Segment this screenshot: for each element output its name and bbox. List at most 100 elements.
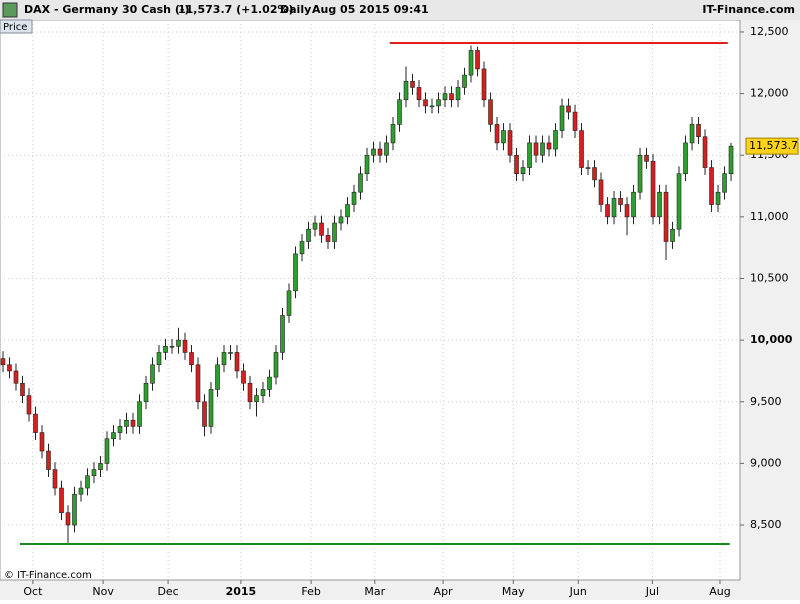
candle-body: [696, 124, 701, 138]
candle-body: [182, 339, 188, 353]
candle-body: [215, 364, 220, 390]
candle-body: [618, 198, 623, 205]
candle-body: [247, 382, 253, 403]
candle-body: [598, 179, 604, 205]
candle-body: [423, 99, 428, 107]
candle-body: [397, 99, 402, 125]
candle-body: [644, 154, 649, 162]
candle-body: [436, 99, 441, 107]
panel-label: Price: [3, 22, 27, 33]
y-tick-label: 9,000: [750, 456, 782, 469]
candle-body: [371, 148, 376, 156]
candle-body: [527, 142, 532, 168]
chart-title: DAX - Germany 30 Cash (-): [24, 3, 189, 16]
candle-body: [702, 136, 708, 168]
candle-body: [631, 191, 636, 218]
candle-body: [572, 111, 578, 131]
x-tick-label: May: [502, 585, 525, 598]
candle-body: [546, 142, 552, 150]
candle-body: [507, 130, 513, 156]
candle-body: [208, 389, 214, 427]
candle-body: [676, 173, 682, 230]
copyright: © IT-Finance.com: [4, 570, 92, 581]
y-tick-label: 12,500: [750, 25, 789, 38]
y-tick-label: 11,000: [750, 210, 789, 223]
candle-body: [358, 173, 363, 193]
candle-body: [33, 413, 38, 433]
candle-body: [228, 352, 233, 354]
candle-body: [468, 50, 474, 76]
candle-body: [540, 142, 545, 156]
candle-body: [722, 173, 727, 193]
header-bar: [0, 0, 800, 20]
candle-body: [650, 161, 656, 218]
candle-body: [65, 512, 71, 526]
candle-body: [533, 142, 539, 156]
candle-body: [221, 352, 227, 366]
candle-body: [260, 389, 266, 396]
candle-body: [267, 376, 272, 390]
period: Daily: [280, 3, 311, 16]
candle-body: [202, 401, 207, 427]
last-price-box: [745, 137, 799, 155]
candle-body: [306, 228, 311, 242]
candle-body: [273, 352, 279, 378]
candle-body: [91, 469, 97, 477]
candle-body: [143, 382, 149, 403]
candle-body: [254, 395, 259, 403]
timestamp: Aug 05 2015 09:41: [312, 3, 429, 16]
candle-body: [72, 493, 77, 526]
y-tick-label: 12,000: [750, 87, 789, 100]
candle-body: [494, 124, 500, 144]
candle-body: [286, 290, 292, 316]
candle-body: [20, 382, 25, 396]
candle-body: [78, 487, 84, 495]
candle-body: [364, 154, 370, 175]
x-tick-label: Nov: [92, 585, 114, 598]
candle-body: [670, 228, 675, 242]
y-tick-label: 9,500: [750, 395, 782, 408]
candle-body: [59, 487, 64, 513]
candle-body: [611, 198, 617, 218]
candle-body: [234, 352, 240, 372]
candle-body: [520, 167, 526, 175]
x-tick-label: Mar: [364, 585, 385, 598]
candle-body: [579, 130, 584, 168]
candle-body: [663, 191, 669, 242]
candle-body: [189, 352, 194, 366]
plot-area: [0, 19, 741, 581]
x-tick-label: Apr: [434, 585, 454, 598]
x-tick-label: Dec: [157, 585, 178, 598]
last-price-label: 11,573.7: [749, 139, 798, 152]
candle-body: [195, 364, 201, 403]
candle-body: [52, 469, 58, 489]
candle-body: [605, 204, 610, 218]
candle-body: [592, 167, 597, 181]
panel-tab: [0, 19, 33, 34]
candle-body: [449, 93, 454, 101]
brand: IT-Finance.com: [702, 3, 795, 16]
candle-body: [637, 154, 643, 193]
x-tick-label: Jul: [645, 585, 659, 598]
candle-body: [728, 145, 734, 175]
candle-body: [280, 315, 285, 353]
candle-body: [338, 216, 344, 224]
candle-body: [130, 419, 136, 427]
candle-body: [462, 74, 467, 88]
candle-body: [46, 450, 51, 470]
x-tick-label: Aug: [709, 585, 730, 598]
app-icon: [2, 2, 18, 18]
x-tick-label: Feb: [301, 585, 320, 598]
candle-body: [156, 352, 162, 366]
candle-body: [319, 222, 324, 236]
candle-body: [124, 419, 129, 427]
candle-body: [514, 154, 519, 175]
candle-body: [351, 191, 357, 205]
candle-body: [689, 124, 695, 144]
candle-body: [481, 68, 487, 101]
candle-body: [39, 432, 45, 452]
candle-body: [345, 204, 350, 218]
candle-body: [312, 222, 318, 230]
candle-body: [455, 87, 461, 101]
candle-body: [624, 204, 630, 218]
